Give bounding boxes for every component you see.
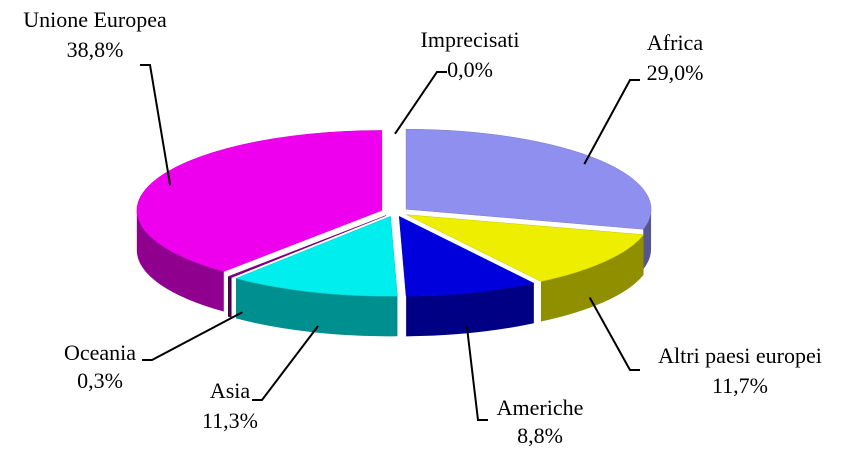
slice [136, 130, 383, 272]
category-label: Americhe [497, 395, 584, 420]
category-label: Altri paesi europei [658, 343, 822, 368]
value-label: 38,8% [67, 37, 124, 62]
value-label: 11,3% [202, 408, 258, 433]
leader-line [465, 326, 488, 421]
value-label: 0,3% [77, 368, 123, 393]
value-label: 29,0% [647, 60, 704, 85]
slice [227, 215, 387, 278]
slice-side [227, 276, 232, 318]
category-label: Unione Europea [23, 7, 167, 32]
category-label: Africa [647, 30, 703, 55]
slice [405, 128, 652, 230]
leader-line [140, 64, 172, 186]
slice-side [541, 234, 644, 322]
slice-side [235, 278, 398, 337]
value-label: 11,7% [712, 373, 768, 398]
value-label: 8,8% [517, 423, 563, 448]
leader-line [394, 71, 447, 135]
category-label: Imprecisati [421, 27, 520, 52]
value-label: 0,0% [447, 57, 493, 82]
slice-side [643, 209, 652, 270]
category-label: Asia [210, 378, 251, 403]
slice [398, 215, 535, 297]
leader-line [142, 311, 243, 361]
slice-side [406, 283, 534, 337]
category-label: Oceania [64, 340, 136, 365]
leader-line [583, 79, 640, 165]
leader-line [588, 297, 640, 371]
leader-line [252, 325, 319, 401]
slice [406, 214, 645, 282]
slice-side [136, 210, 224, 312]
slice [235, 215, 398, 297]
